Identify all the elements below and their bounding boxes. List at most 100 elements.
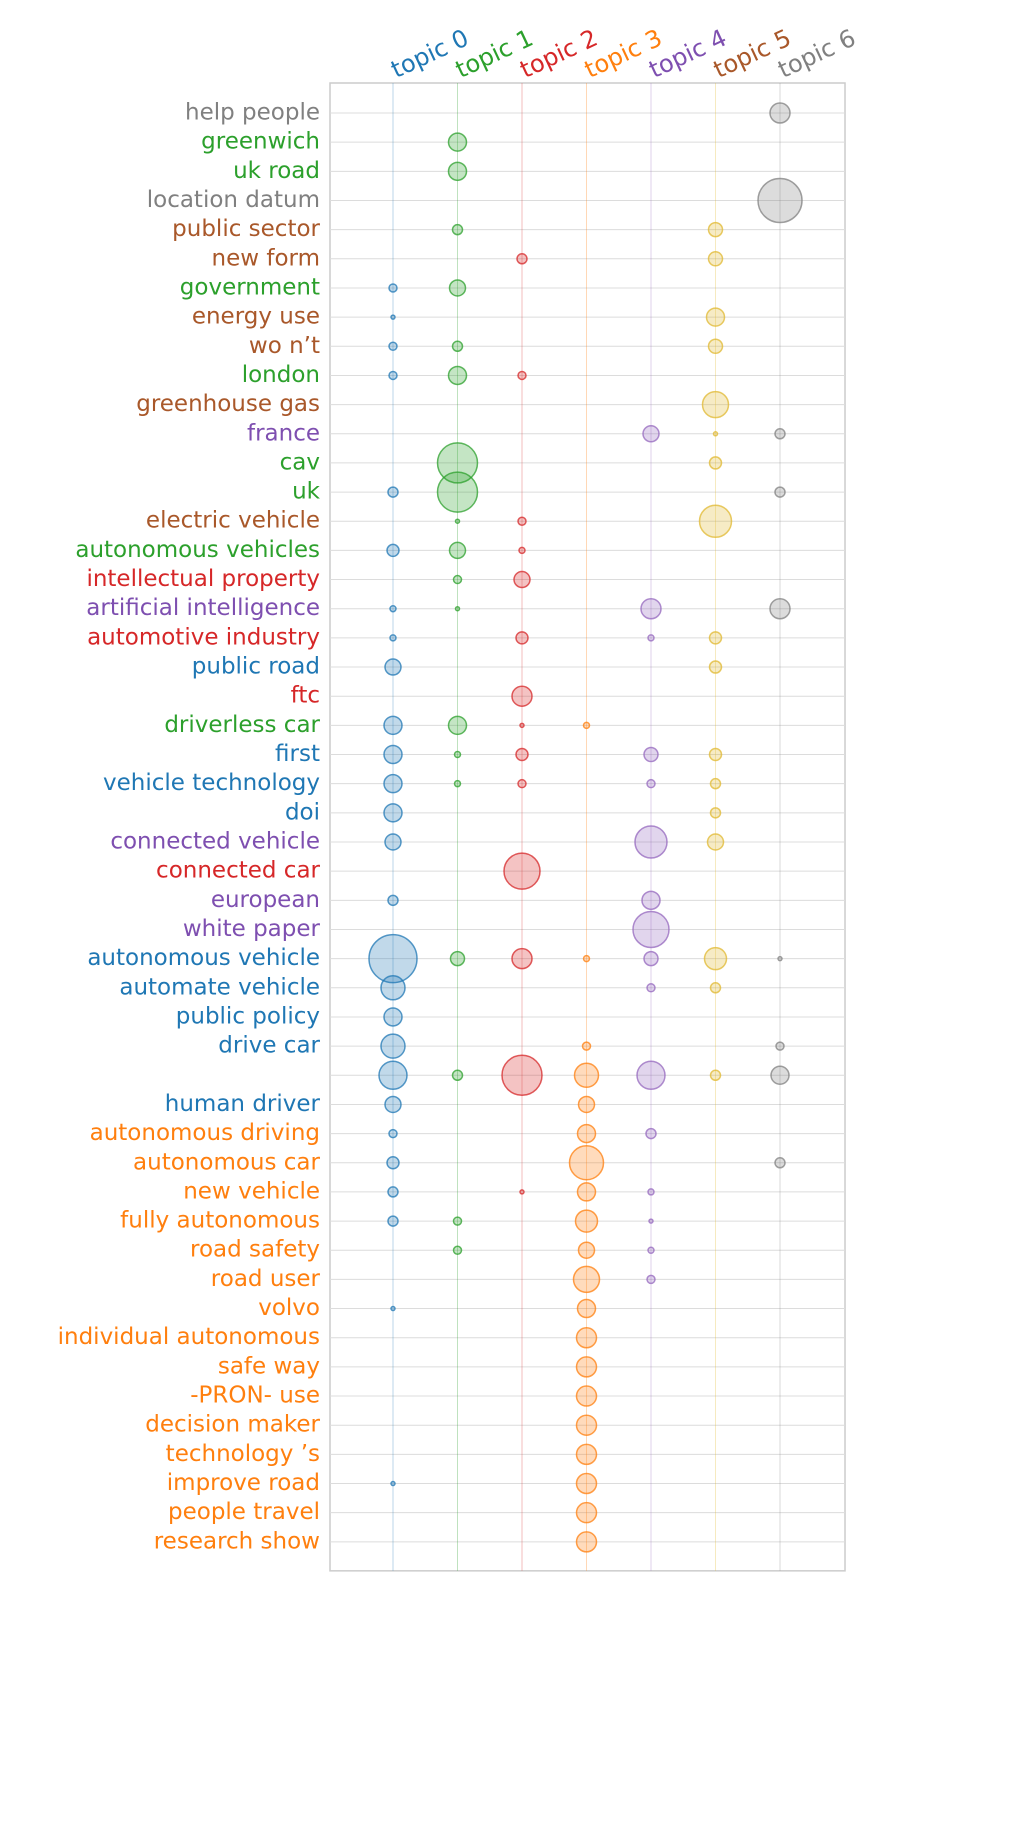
bubble (384, 658, 402, 676)
bubble (386, 1156, 400, 1170)
row-label: drive car (218, 1033, 320, 1059)
row-label: first (275, 741, 320, 767)
bubble (378, 1060, 408, 1091)
bubble (575, 1472, 598, 1495)
bubble (770, 1065, 790, 1086)
bubble (636, 1060, 666, 1091)
bubble (452, 1245, 463, 1255)
bubble (389, 604, 397, 613)
bubble (709, 777, 722, 790)
bubble (452, 574, 463, 585)
bubble (517, 516, 527, 526)
bubble (645, 1127, 657, 1140)
row-label: autonomous vehicles (75, 537, 320, 563)
bubble (383, 773, 403, 794)
bubble (703, 946, 728, 971)
row-label: doi (285, 799, 320, 825)
row-label: wo n’t (249, 333, 320, 359)
bubble (757, 177, 803, 224)
row-label: automate vehicle (119, 974, 320, 1000)
row-label: technology ’s (166, 1441, 320, 1467)
bubble (368, 933, 418, 984)
bubble (701, 390, 730, 419)
bubble (436, 442, 479, 484)
bubble (511, 685, 533, 707)
row-label: artificial intelligence (86, 595, 320, 621)
row-label: government (180, 274, 320, 300)
row-label: improve road (167, 1470, 320, 1496)
row-label: public road (192, 654, 320, 680)
row-label: uk road (233, 158, 320, 184)
bubble (387, 894, 399, 907)
bubble (388, 1128, 398, 1139)
row-label: autonomous car (133, 1149, 320, 1175)
bubble (519, 1189, 525, 1195)
bubble (577, 1241, 596, 1259)
row-label: london (242, 362, 320, 388)
bubble (454, 518, 461, 524)
bubble (383, 803, 403, 823)
row-label: uk (292, 479, 321, 505)
bubble (448, 541, 467, 560)
row-label: location datum (147, 187, 320, 213)
bubble (640, 597, 662, 620)
bubble (575, 1501, 598, 1524)
bubble (705, 307, 726, 327)
bubble (384, 1095, 402, 1114)
bubble (388, 341, 398, 352)
bubble (769, 102, 791, 124)
bubble (386, 543, 400, 558)
plot-frame (329, 82, 846, 1572)
row-label: new vehicle (183, 1178, 320, 1204)
bubble (774, 428, 786, 440)
bubble (568, 1145, 605, 1181)
bubble (575, 1443, 598, 1466)
bubble (451, 340, 464, 353)
bubble (447, 365, 468, 386)
row-label: energy use (192, 304, 320, 330)
bubble (447, 715, 468, 736)
bubble (708, 631, 723, 645)
grid (330, 83, 845, 1571)
row-label: decision maker (145, 1412, 320, 1438)
bubble (383, 744, 403, 765)
bubble (517, 778, 527, 789)
bubble (453, 779, 462, 788)
bubble (451, 223, 464, 236)
row-label: new form (212, 245, 320, 271)
bubble (452, 1216, 463, 1226)
bubble (515, 631, 529, 645)
bubble (576, 1123, 597, 1144)
row-label: road user (211, 1266, 321, 1292)
bubble (709, 1069, 722, 1082)
bubble (582, 721, 591, 730)
row-label: greenwich (201, 129, 320, 155)
bubble (575, 1414, 598, 1436)
bubble (387, 1215, 399, 1227)
bubble (575, 1326, 598, 1349)
bubble (517, 370, 527, 381)
row-label: intellectual property (86, 566, 320, 592)
row-label: electric vehicle (146, 508, 320, 534)
row-label: driverless car (164, 712, 320, 738)
bubble (646, 983, 656, 993)
row-label: automotive industry (87, 624, 320, 650)
bubble (647, 1246, 655, 1254)
bubble (708, 660, 723, 674)
bubble (390, 314, 396, 320)
bubble (777, 955, 783, 962)
bubble (706, 833, 725, 851)
bubble (647, 634, 655, 642)
bubble (390, 1305, 396, 1312)
row-label: european (211, 887, 320, 913)
row-label: human driver (165, 1091, 321, 1117)
row-label: safe way (218, 1353, 320, 1379)
row-label: research show (154, 1528, 320, 1554)
bubble (383, 715, 403, 736)
bubble (577, 1095, 596, 1114)
row-label: autonomous vehicle (87, 945, 320, 971)
bubble (573, 1062, 600, 1089)
row-label: ftc (291, 683, 320, 709)
bubble (707, 221, 724, 238)
